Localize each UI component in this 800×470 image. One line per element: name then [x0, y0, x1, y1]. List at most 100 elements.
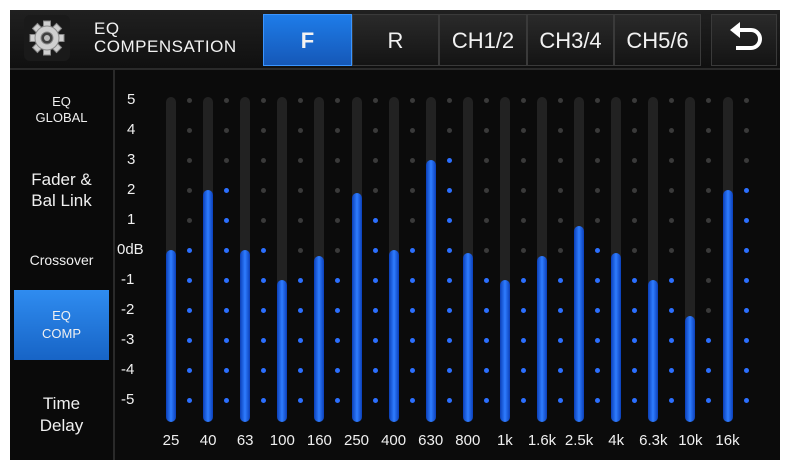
- level-dot: [409, 98, 415, 103]
- level-dot: [409, 368, 415, 373]
- eq-slider-16k[interactable]: [722, 97, 733, 422]
- level-dot: [409, 218, 415, 223]
- level-dot: [261, 188, 267, 193]
- level-dot: [632, 368, 638, 373]
- level-dot: [669, 368, 675, 373]
- eq-slider-fill: [425, 160, 436, 422]
- tab-ch5-6[interactable]: CH5/6: [614, 14, 701, 66]
- tab-f[interactable]: F: [263, 14, 352, 66]
- level-dot: [632, 338, 638, 343]
- level-dot: [335, 218, 341, 223]
- y-axis-label: -1: [121, 271, 135, 288]
- eq-slider-63[interactable]: [240, 97, 251, 422]
- level-dot: [187, 398, 192, 403]
- frequency-label: 4k: [608, 432, 625, 449]
- level-dot: [335, 338, 341, 343]
- level-dot: [483, 218, 489, 223]
- level-dot: [446, 278, 452, 283]
- level-dot: [706, 278, 712, 283]
- level-dot: [187, 128, 192, 133]
- sidebar-item-eq-global[interactable]: EQ GLOBAL: [10, 75, 113, 145]
- eq-slider-400[interactable]: [388, 97, 399, 422]
- gear-icon[interactable]: [24, 15, 70, 61]
- eq-slider-6.3k[interactable]: [648, 97, 659, 422]
- eq-slider-40[interactable]: [203, 97, 214, 422]
- level-dot: [743, 368, 749, 373]
- level-dot: [743, 248, 749, 253]
- level-dot: [669, 188, 675, 193]
- level-dot: [558, 218, 563, 223]
- level-dot: [446, 368, 452, 373]
- sidebar-item-crossover[interactable]: Crossover: [10, 235, 113, 285]
- level-dot: [558, 98, 563, 103]
- sidebar-item-time-delay[interactable]: Time Delay: [10, 375, 113, 455]
- eq-slider-25[interactable]: [166, 97, 176, 422]
- level-dot: [632, 188, 638, 193]
- eq-slider-4k[interactable]: [611, 97, 622, 422]
- eq-slider-1k[interactable]: [499, 97, 510, 422]
- eq-slider-250[interactable]: [351, 97, 362, 422]
- level-dot: [669, 128, 675, 133]
- level-dot: [372, 338, 378, 343]
- tab-ch1-2[interactable]: CH1/2: [439, 14, 527, 66]
- level-dot: [372, 128, 378, 133]
- level-dot: [409, 128, 415, 133]
- level-dot: [520, 248, 526, 253]
- eq-slider-1.6k[interactable]: [537, 97, 547, 422]
- sidebar-item-eq-comp[interactable]: EQ COMP: [14, 290, 109, 360]
- level-dot: [520, 188, 526, 193]
- level-dot: [335, 368, 341, 373]
- level-dot: [520, 128, 526, 133]
- level-dot: [261, 308, 267, 313]
- level-dot: [446, 218, 452, 223]
- level-dot: [520, 278, 526, 283]
- level-dot: [446, 308, 452, 313]
- level-dot: [298, 338, 304, 343]
- level-dot: [483, 368, 489, 373]
- level-dot: [706, 128, 712, 133]
- level-dot: [706, 188, 712, 193]
- level-dot: [187, 248, 192, 253]
- y-axis-label: -5: [121, 391, 135, 408]
- level-dot: [632, 158, 638, 163]
- level-dot: [483, 128, 489, 133]
- level-dot: [632, 308, 638, 313]
- eq-slider-100[interactable]: [277, 97, 288, 422]
- eq-slider-2.5k[interactable]: [574, 97, 585, 422]
- level-dot: [224, 158, 230, 163]
- level-dot: [446, 98, 452, 103]
- level-dot: [743, 398, 749, 403]
- eq-slider-fill: [351, 193, 362, 422]
- frequency-label: 100: [269, 432, 295, 449]
- level-dot: [372, 398, 378, 403]
- frequency-label: 40: [199, 432, 217, 449]
- level-dot: [335, 188, 341, 193]
- level-dot: [298, 188, 304, 193]
- level-dot: [372, 308, 378, 313]
- level-dot: [261, 98, 267, 103]
- level-dot: [187, 368, 192, 373]
- level-dot: [595, 218, 601, 223]
- eq-slider-800[interactable]: [462, 97, 473, 422]
- back-button[interactable]: [711, 14, 777, 66]
- level-dot: [372, 188, 378, 193]
- level-dot: [520, 398, 526, 403]
- tab-ch3-4[interactable]: CH3/4: [527, 14, 614, 66]
- level-dot: [335, 128, 341, 133]
- level-dot: [261, 398, 267, 403]
- level-dot: [669, 248, 675, 253]
- level-dot: [224, 338, 230, 343]
- level-dot: [669, 308, 675, 313]
- level-dot: [298, 308, 304, 313]
- eq-slider-10k[interactable]: [685, 97, 696, 422]
- eq-slider-160[interactable]: [314, 97, 325, 422]
- level-dot: [632, 218, 638, 223]
- frequency-label: 16k: [715, 432, 740, 449]
- level-dot: [520, 218, 526, 223]
- level-dot: [595, 338, 601, 343]
- eq-slider-630[interactable]: [425, 97, 436, 422]
- sidebar-item-label: Bal Link: [31, 191, 92, 210]
- eq-slider-fill: [611, 253, 622, 422]
- sidebar-item-fader-bal-link[interactable]: Fader & Bal Link: [10, 155, 113, 225]
- tab-r[interactable]: R: [352, 14, 439, 66]
